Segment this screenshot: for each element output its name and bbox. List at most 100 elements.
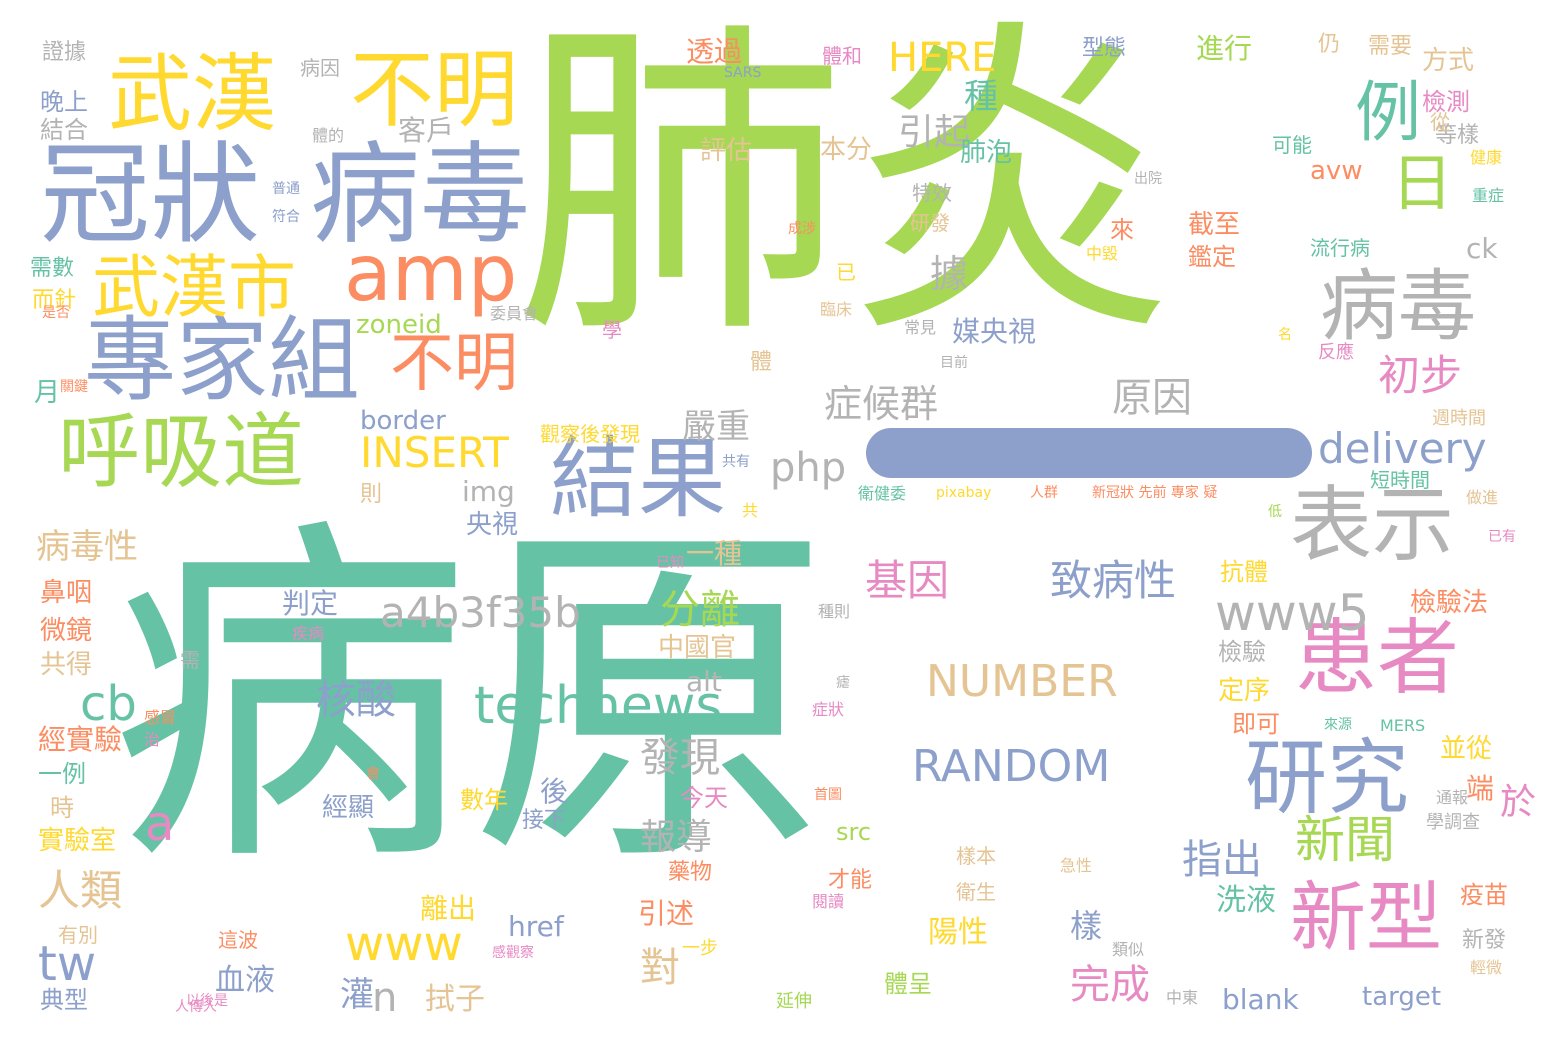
cloud-word: 客戶 [398,114,455,147]
cloud-word: 日 [1380,150,1453,212]
cloud-word: img [462,475,515,508]
cloud-word: 需數 [30,256,75,281]
cloud-word: 分離 [660,587,740,633]
cloud-word: 普通 [272,181,300,197]
cloud-word: 定序 [1218,676,1271,706]
cloud-word: zoneid [356,310,442,340]
cloud-word: 基因 [865,556,950,605]
cloud-word: 一步 [682,938,718,959]
cloud-word: 延伸 [776,991,812,1012]
cloud-word: delivery [1318,424,1487,473]
cloud-word: 不明 [390,327,518,401]
cloud-word: 症候群 [824,382,939,426]
cloud-word: 結果 [550,427,727,530]
cloud-word: 媒央視 [952,315,1037,348]
cloud-word: 症狀 [812,700,845,719]
cloud-word: 學調查 [1426,812,1480,833]
cloud-word: 名 [1278,327,1292,343]
cloud-word: 學 [602,318,622,342]
cloud-word: 初步 [1378,351,1463,400]
cloud-word: 短時間 [1370,468,1430,492]
cloud-word: tw [38,936,97,992]
cloud-word: 經顯 [322,793,375,823]
cloud-word: 種 [964,77,998,117]
cloud-word: 種則 [818,602,851,621]
cloud-word: 致病性 [1050,556,1177,605]
cloud-word: target [1362,982,1442,1012]
cloud-word: SARS [724,65,762,81]
cloud-word: 重症 [1472,186,1505,205]
cloud-word: 通報 [1436,788,1469,807]
cloud-word: 流行病 [1310,236,1370,260]
cloud-word: 完成 [1070,962,1150,1008]
cloud-word: 檢驗法 [1410,588,1489,618]
cloud-word: src [836,818,872,846]
cloud-word: 新發 [1462,928,1507,953]
cloud-word: 人傳人 [175,999,217,1015]
cloud-word: 等樣 [1435,123,1480,148]
cloud-word: 病毒性 [36,527,138,567]
cloud-word: 新冠狀 先前 專家 疑 [1092,485,1218,501]
cloud-word: 中毀 [1086,244,1119,263]
cloud-word: 而針 [32,288,77,313]
cloud-word: n [372,975,398,1021]
cloud-word: 藥物 [668,860,713,885]
cloud-word: 核酸 [316,677,396,723]
cloud-word: 月 [34,378,61,408]
cloud-word: technews [474,676,723,736]
cloud-word: 觀察後發現 [540,422,640,446]
cloud-word: 臨床 [820,300,853,319]
cloud-word: 離出 [420,892,477,925]
cloud-word: 引起 [898,112,971,153]
cloud-word: 晚上 [40,88,88,116]
cloud-word: 是否 [42,305,70,321]
cloud-word: 共得 [40,650,93,680]
cloud-word: 結合 [40,116,88,144]
cloud-word: 週時間 [1432,408,1486,429]
cloud-word: 檢測 [1422,88,1470,116]
cloud-word: 體 [750,350,773,375]
cloud-word: 符合 [272,209,300,225]
cloud-word: 已 [836,260,856,284]
cloud-word: 病毒 [1320,262,1477,352]
cloud-word: alt [686,665,722,698]
cloud-word: 可能 [1272,133,1312,157]
cloud-word: 陽性 [928,915,988,950]
cloud-word: 證據 [42,40,87,65]
cloud-word: 評估 [700,136,753,166]
cloud-word: 冠狀 [40,131,260,259]
cloud-word: 低 [1268,504,1282,520]
cloud-word: 血液 [215,963,275,998]
cloud-word: 表示 [1290,478,1455,573]
cloud-word: 中國官 [658,633,737,663]
cloud-word: 新聞 [1295,811,1395,869]
cloud-word: 嚴重 [682,407,750,447]
cloud-word: 引述 [638,897,695,930]
cloud-word: 常見 [904,318,937,337]
cloud-word: avw [1310,156,1363,186]
cloud-word: 人群 [1030,485,1058,501]
cloud-word: 急性 [1060,856,1093,875]
cloud-word: 仍 [1318,32,1341,57]
cloud-word: 病因 [300,56,340,80]
cloud-word: 指出 [1182,837,1262,883]
cloud-word: 典型 [40,986,88,1014]
cloud-word: 則 [360,482,383,507]
cloud-word: INSERT [360,428,509,477]
cloud-word: 共 [742,501,759,520]
cloud-word: 做進 [1466,488,1499,507]
cloud-word: 首圖 [814,787,842,803]
cloud-word: 判定 [282,587,339,620]
cloud-word: 呼吸道 [58,405,305,500]
cloud-word: 病原 [110,490,830,909]
cloud-word: 灌 [340,975,374,1015]
cloud-word: 型態 [1082,36,1127,61]
cloud-word: 疫苗 [1460,881,1508,909]
cloud-word: 從 [1430,110,1450,134]
cloud-word: a [145,796,175,852]
cloud-word: 衛生 [956,880,996,904]
cloud-word: 出院 [1134,171,1162,187]
cloud-word: 對 [640,945,680,991]
cloud-word: 反應 [1318,342,1354,363]
